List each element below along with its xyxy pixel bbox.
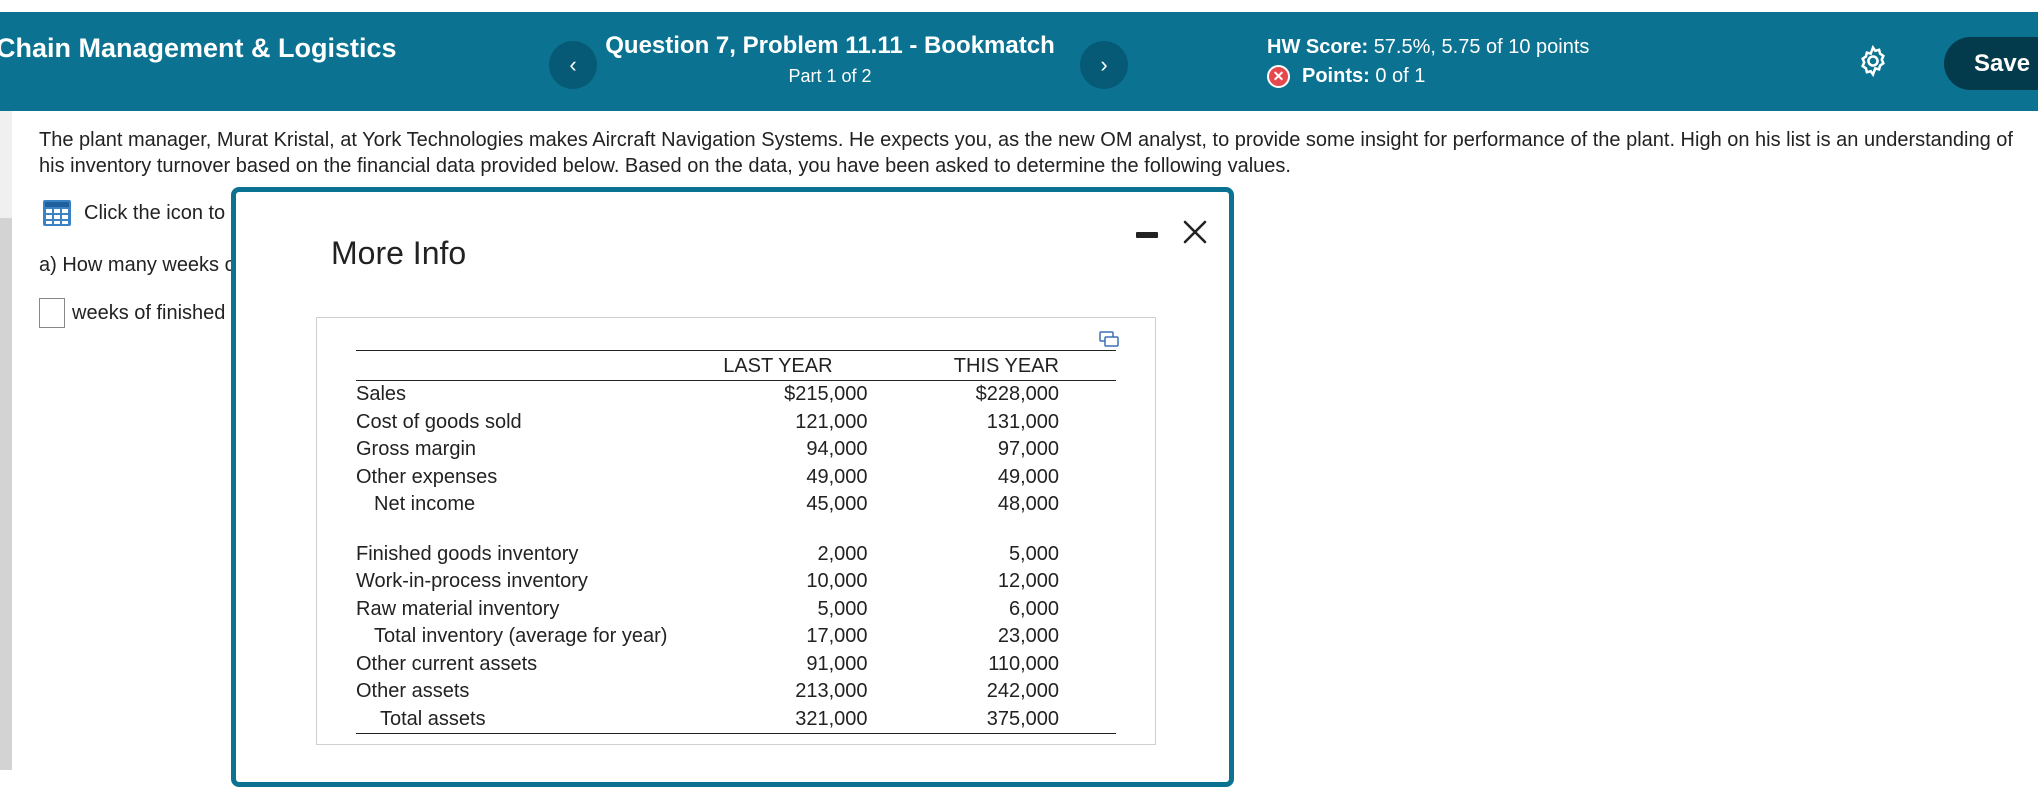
last-year-value: 45,000	[806, 493, 868, 515]
table-spacer	[356, 519, 1116, 541]
table-row: Net income 45,000 48,000	[356, 491, 1116, 519]
row-label: Other assets	[356, 680, 470, 702]
table-row: Other expenses 49,000 49,000	[356, 464, 1116, 492]
header-bar: Chain Management & Logistics ‹ Question …	[0, 12, 2038, 111]
close-icon[interactable]	[1180, 217, 1210, 247]
question-part: Part 1 of 2	[788, 66, 872, 86]
table-row: Gross margin 94,000 97,000	[356, 436, 1116, 464]
last-year-value: $215,000	[784, 383, 868, 405]
row-label: Total assets	[356, 705, 724, 734]
last-year-value: 213,000	[795, 680, 868, 702]
last-year-value: 94,000	[806, 438, 868, 460]
table-row: Other assets 213,000 242,000	[356, 678, 1116, 706]
row-label: Other current assets	[356, 652, 538, 675]
financial-data-table: LAST YEAR THIS YEAR Sales $215,000 $228,…	[356, 350, 1116, 734]
header-last-year: LAST YEAR	[723, 350, 923, 381]
points-label: Points:	[1302, 65, 1370, 87]
previous-question-button[interactable]: ‹	[549, 41, 597, 89]
click-icon-text: Click the icon to v	[84, 201, 241, 224]
answer-row: weeks of finished g	[39, 298, 242, 328]
row-label: Raw material inventory	[356, 597, 560, 620]
last-year-value: 2,000	[817, 542, 868, 565]
this-year-value: 5,000	[1008, 542, 1059, 565]
dialog-title: More Info	[331, 235, 467, 271]
score-block: HW Score: 57.5%, 5.75 of 10 points ✕ Poi…	[1267, 36, 1589, 88]
this-year-value: 23,000	[997, 625, 1059, 647]
save-button[interactable]: Save	[1944, 37, 2038, 90]
top-strip	[0, 0, 2038, 12]
row-label: Net income	[374, 493, 476, 515]
table-row: Total inventory (average for year) 17,00…	[356, 623, 1116, 651]
hw-score-value: 57.5%, 5.75 of 10 points	[1373, 36, 1590, 58]
header-label	[356, 350, 724, 381]
last-year-value: 17,000	[806, 625, 868, 647]
settings-gear-icon[interactable]	[1856, 44, 1890, 78]
last-year-value: 91,000	[806, 652, 868, 675]
question-a: a) How many weeks o	[39, 254, 236, 276]
last-year-value: 49,000	[806, 465, 868, 488]
row-label: Sales	[356, 383, 407, 405]
row-label: Total inventory (average for year)	[374, 625, 668, 647]
hw-score: HW Score: 57.5%, 5.75 of 10 points	[1267, 36, 1589, 59]
this-year-value: 48,000	[997, 493, 1059, 515]
this-year-value: 49,000	[997, 465, 1059, 488]
this-year-value: $228,000	[975, 383, 1059, 405]
points-value: 0 of 1	[1375, 65, 1426, 87]
table-row: Work-in-process inventory 10,000 12,000	[356, 568, 1116, 596]
points-row: ✕ Points: 0 of 1	[1267, 65, 1589, 88]
row-label: Work-in-process inventory	[356, 570, 588, 592]
chevron-right-icon: ›	[1100, 52, 1108, 77]
chevron-left-icon: ‹	[569, 52, 577, 77]
last-year-value: 321,000	[723, 705, 923, 734]
this-year-value: 97,000	[997, 438, 1059, 460]
minimize-icon[interactable]	[1136, 232, 1158, 238]
next-question-button[interactable]: ›	[1080, 41, 1128, 89]
data-table-link[interactable]: Click the icon to v	[42, 199, 241, 227]
row-label: Finished goods inventory	[356, 542, 579, 565]
row-label: Other expenses	[356, 465, 498, 488]
last-year-value: 10,000	[806, 570, 868, 592]
row-label: Gross margin	[356, 438, 477, 460]
table-icon[interactable]	[42, 199, 72, 227]
table-row: Sales $215,000 $228,000	[356, 381, 1116, 409]
table-row: Total assets 321,000 375,000	[356, 705, 1116, 734]
problem-statement: The plant manager, Murat Kristal, at Yor…	[39, 129, 2013, 177]
copy-table-icon[interactable]	[1099, 331, 1119, 349]
answer-suffix: weeks of finished g	[72, 301, 243, 324]
this-year-value: 375,000	[922, 705, 1116, 734]
table-row: Cost of goods sold 121,000 131,000	[356, 409, 1116, 437]
row-label: Cost of goods sold	[356, 410, 522, 433]
left-scroll-track-top	[0, 111, 12, 218]
course-title: Chain Management & Logistics	[0, 33, 397, 63]
this-year-value: 242,000	[986, 680, 1059, 702]
question-info: Question 7, Problem 11.11 - Bookmatch Pa…	[600, 32, 1060, 87]
question-title: Question 7, Problem 11.11 - Bookmatch	[605, 32, 1055, 59]
this-year-value: 110,000	[988, 652, 1059, 675]
table-header-row: LAST YEAR THIS YEAR	[356, 350, 1116, 381]
incorrect-icon: ✕	[1267, 65, 1290, 88]
this-year-value: 131,000	[986, 410, 1059, 433]
more-info-dialog: More Info LAST YEAR THIS YEAR Sales $215…	[231, 187, 1234, 787]
this-year-value: 6,000	[1008, 597, 1059, 620]
hw-score-label: HW Score:	[1267, 36, 1369, 58]
header-this-year: THIS YEAR	[922, 350, 1116, 381]
table-row: Raw material inventory 5,000 6,000	[356, 596, 1116, 624]
financial-data-panel: LAST YEAR THIS YEAR Sales $215,000 $228,…	[316, 317, 1156, 745]
last-year-value: 5,000	[817, 597, 868, 620]
table-row: Finished goods inventory 2,000 5,000	[356, 541, 1116, 569]
table-row: Other current assets 91,000 110,000	[356, 651, 1116, 679]
left-scrollbar[interactable]	[0, 218, 12, 770]
answer-input[interactable]	[39, 298, 65, 328]
this-year-value: 12,000	[997, 570, 1059, 592]
last-year-value: 121,000	[795, 410, 868, 433]
